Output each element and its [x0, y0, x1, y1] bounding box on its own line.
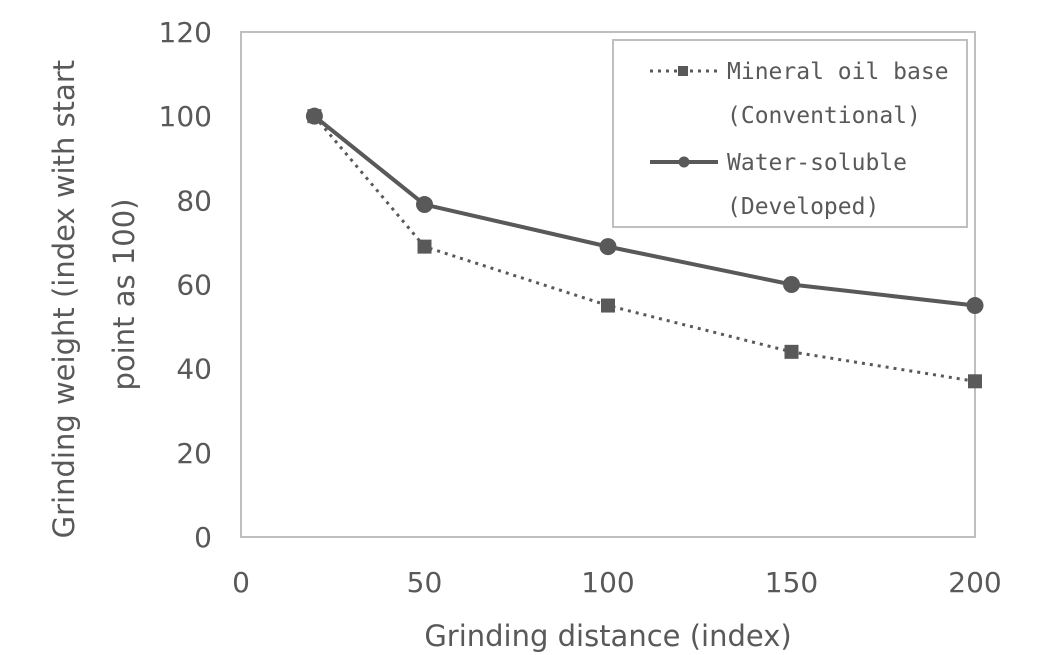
data-point — [968, 374, 982, 389]
plot-area-frame — [240, 31, 976, 538]
legend: Mineral oil base (Conventional) Water-solu… — [612, 39, 968, 228]
legend-items: Mineral oil base (Conventional) Water-solu… — [650, 59, 949, 220]
x-tick-label: 150 — [765, 566, 818, 599]
y-tick-label: 100 — [159, 100, 212, 133]
x-tick-label: 100 — [581, 566, 634, 599]
legend-box — [612, 39, 968, 228]
data-point — [305, 107, 323, 125]
data-point — [601, 298, 615, 313]
legend-label: (Developed) — [727, 194, 879, 220]
data-point — [416, 196, 433, 214]
y-tick-label: 0 — [194, 521, 212, 554]
y-tick-label: 40 — [176, 353, 212, 386]
y-tick-label: 20 — [176, 437, 212, 470]
series-2 — [305, 107, 984, 315]
y-axis-title-line-2: point as 100) — [107, 199, 141, 391]
x-tick-label: 50 — [407, 566, 443, 599]
legend-label: Mineral oil base — [727, 59, 949, 85]
series-layer — [305, 107, 984, 389]
x-axis-ticks: 0 50 100 150 200 — [232, 566, 1002, 599]
legend-entry: Mineral oil base (Conventional) — [650, 59, 949, 129]
series-line — [313, 115, 976, 383]
data-point — [783, 276, 800, 293]
y-axis-ticks: 0 20 40 60 80 100 120 — [159, 16, 212, 554]
data-point — [417, 239, 432, 254]
data-point — [784, 344, 799, 359]
legend-marker — [678, 66, 688, 76]
y-tick-label: 80 — [176, 184, 212, 217]
y-axis-title-line-1: Grinding weight (index with start — [47, 60, 81, 538]
y-axis-title: Grinding weight (index with start point … — [47, 51, 141, 539]
x-tick-label: 0 — [232, 566, 250, 599]
x-tick-label: 200 — [948, 566, 1001, 599]
y-tick-label: 120 — [159, 16, 212, 49]
legend-label: (Conventional) — [727, 103, 921, 129]
legend-label: Water-soluble — [727, 150, 907, 176]
legend-entry: Water-soluble (Developed) — [650, 150, 907, 220]
y-tick-label: 60 — [176, 269, 212, 302]
x-axis-title: Grinding distance (index) — [424, 619, 791, 653]
data-point — [966, 297, 984, 315]
data-point — [599, 238, 617, 256]
legend-marker — [678, 156, 690, 168]
